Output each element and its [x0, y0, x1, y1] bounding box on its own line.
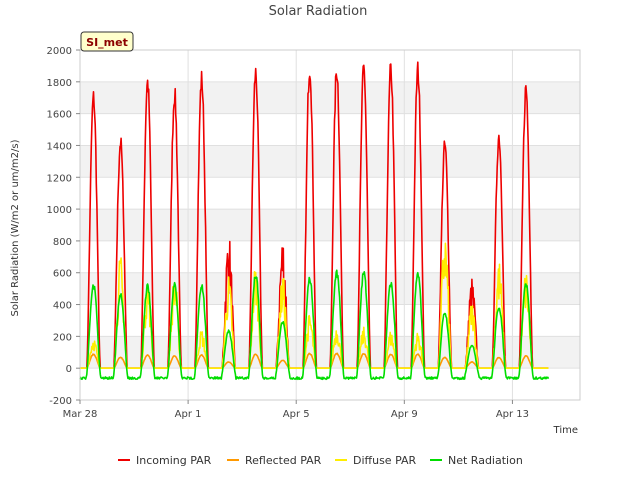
plot-band: [80, 145, 580, 178]
plot-frame: [79, 49, 581, 401]
plot-band: [80, 209, 580, 241]
y-tick-label: 2000: [47, 46, 72, 57]
legend-label-incoming: Incoming PAR: [136, 454, 212, 467]
legend-label-net: Net Radiation: [448, 454, 523, 467]
x-tick-label: Apr 5: [283, 409, 310, 420]
y-tick-label: -200: [49, 396, 72, 407]
plot-band: [80, 81, 580, 114]
legend: Incoming PAR Reflected PAR Diffuse PAR Net …: [118, 454, 523, 467]
plot-band: [80, 272, 580, 305]
x-axis-label: Time: [553, 425, 578, 436]
y-tick-label: 400: [53, 301, 72, 312]
legend-label-reflected: Reflected PAR: [245, 454, 322, 467]
y-tick-label: 1000: [47, 205, 72, 216]
y-axis-ticks: -200 0 200 400 600 800 1000 1200 1400 1600 1800 200…: [47, 46, 80, 407]
station-badge: SI_met: [80, 31, 134, 52]
y-tick-label: 600: [53, 269, 72, 280]
x-tick-label: Apr 13: [496, 409, 529, 420]
series-line-net: [79, 269, 550, 381]
x-axis-ticks: Mar 28 Apr 1 Apr 5 Apr 9 Apr 13: [63, 400, 529, 420]
x-tick-label: Apr 9: [391, 409, 418, 420]
y-tick-label: 800: [53, 237, 72, 248]
legend-label-diffuse: Diffuse PAR: [353, 454, 417, 467]
y-tick-label: 0: [66, 364, 72, 375]
y-tick-label: 1800: [47, 78, 72, 89]
x-tick-label: Apr 1: [175, 409, 202, 420]
y-tick-label: 1600: [47, 110, 72, 121]
y-tick-label: 200: [53, 332, 72, 343]
y-axis-label: Solar Radiation (W/m2 or um/m2/s): [10, 139, 21, 316]
chart-title: Solar Radiation: [269, 4, 368, 19]
x-tick-label: Mar 28: [63, 409, 98, 420]
station-badge-label: SI_met: [86, 36, 128, 49]
y-tick-label: 1200: [47, 173, 72, 184]
y-tick-label: 1400: [47, 141, 72, 152]
series-lines: [79, 61, 550, 381]
